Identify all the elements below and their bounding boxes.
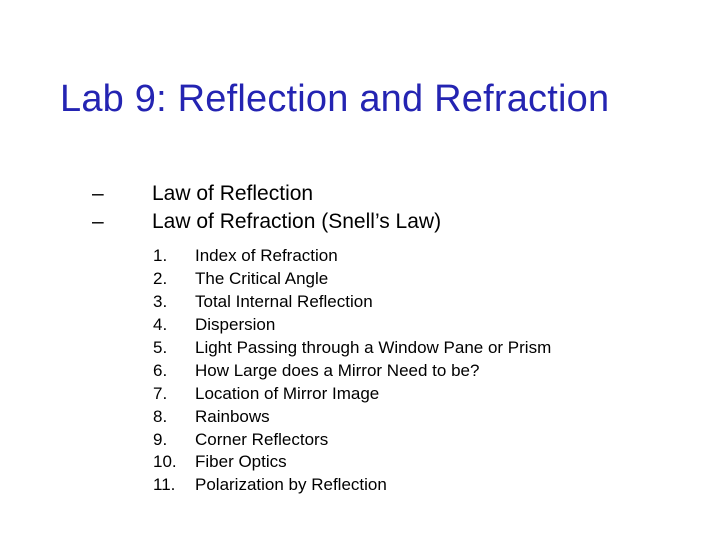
list-item-text: Location of Mirror Image bbox=[195, 383, 379, 406]
slide-title: Lab 9: Reflection and Refraction bbox=[60, 78, 609, 121]
list-item-text: Light Passing through a Window Pane or P… bbox=[195, 337, 551, 360]
list-item: 6. How Large does a Mirror Need to be? bbox=[153, 360, 551, 383]
list-item: 1. Index of Refraction bbox=[153, 245, 551, 268]
item-number: 8. bbox=[153, 406, 195, 429]
list-item-text: Law of Refraction (Snell’s Law) bbox=[152, 208, 441, 236]
list-item-text: Law of Reflection bbox=[152, 180, 313, 208]
item-number: 9. bbox=[153, 429, 195, 452]
list-item: 10. Fiber Optics bbox=[153, 451, 551, 474]
list-item: – Law of Refraction (Snell’s Law) bbox=[92, 208, 441, 236]
list-item: 9. Corner Reflectors bbox=[153, 429, 551, 452]
dash-list: – Law of Reflection – Law of Refraction … bbox=[92, 180, 441, 237]
list-item-text: How Large does a Mirror Need to be? bbox=[195, 360, 479, 383]
list-item-text: Fiber Optics bbox=[195, 451, 287, 474]
list-item: 4. Dispersion bbox=[153, 314, 551, 337]
dash-marker: – bbox=[92, 208, 152, 236]
item-number: 3. bbox=[153, 291, 195, 314]
item-number: 1. bbox=[153, 245, 195, 268]
list-item: 3. Total Internal Reflection bbox=[153, 291, 551, 314]
item-number: 4. bbox=[153, 314, 195, 337]
item-number: 2. bbox=[153, 268, 195, 291]
item-number: 7. bbox=[153, 383, 195, 406]
list-item: 5. Light Passing through a Window Pane o… bbox=[153, 337, 551, 360]
item-number: 5. bbox=[153, 337, 195, 360]
list-item-text: The Critical Angle bbox=[195, 268, 328, 291]
list-item: 7. Location of Mirror Image bbox=[153, 383, 551, 406]
list-item: 2. The Critical Angle bbox=[153, 268, 551, 291]
dash-marker: – bbox=[92, 180, 152, 208]
item-number: 6. bbox=[153, 360, 195, 383]
item-number: 11. bbox=[153, 474, 195, 497]
list-item: – Law of Reflection bbox=[92, 180, 441, 208]
list-item: 11. Polarization by Reflection bbox=[153, 474, 551, 497]
slide: Lab 9: Reflection and Refraction – Law o… bbox=[0, 0, 720, 540]
numbered-list: 1. Index of Refraction 2. The Critical A… bbox=[153, 245, 551, 497]
list-item-text: Dispersion bbox=[195, 314, 275, 337]
list-item-text: Total Internal Reflection bbox=[195, 291, 373, 314]
list-item: 8. Rainbows bbox=[153, 406, 551, 429]
list-item-text: Rainbows bbox=[195, 406, 270, 429]
list-item-text: Index of Refraction bbox=[195, 245, 338, 268]
list-item-text: Polarization by Reflection bbox=[195, 474, 387, 497]
list-item-text: Corner Reflectors bbox=[195, 429, 328, 452]
item-number: 10. bbox=[153, 451, 195, 474]
